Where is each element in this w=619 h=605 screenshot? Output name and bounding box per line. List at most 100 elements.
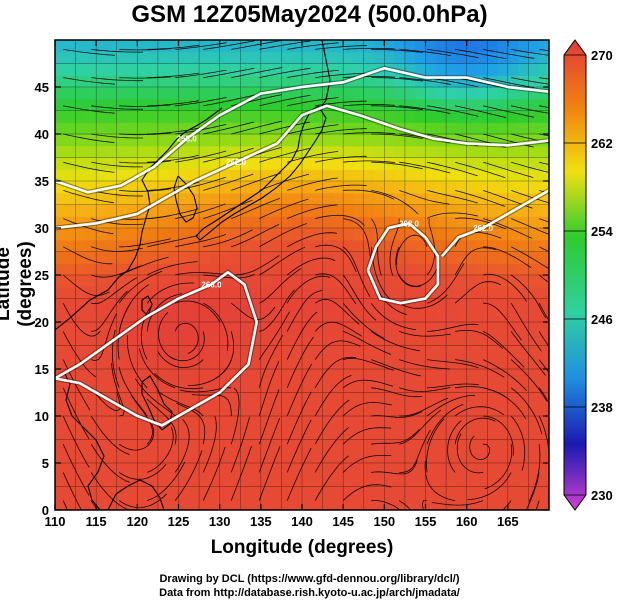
heat-cell: [374, 486, 385, 499]
heat-cell: [65, 498, 77, 510]
heat-cell: [415, 40, 427, 53]
heat-cell: [353, 239, 365, 253]
heat-cell: [75, 145, 87, 159]
heat-cell: [363, 333, 375, 347]
heat-cell: [446, 345, 457, 358]
heat-cell: [106, 51, 118, 65]
heat-cell: [374, 463, 385, 476]
streamline: [399, 77, 451, 85]
heat-cell: [147, 169, 159, 182]
heat-cell: [507, 63, 519, 76]
streamline: [426, 404, 464, 445]
heat-cell: [435, 333, 447, 347]
streamline: [259, 246, 306, 276]
heat-cell: [96, 98, 108, 112]
heat-cell: [528, 251, 540, 264]
streamline: [399, 294, 448, 309]
heat-cell: [260, 380, 272, 394]
heat-cell: [466, 87, 478, 100]
y-axis-label: Latitude (degrees): [0, 241, 36, 327]
heat-cell: [106, 157, 118, 170]
heat-cell: [219, 251, 231, 264]
heat-cell: [538, 392, 549, 405]
streamline: [538, 246, 549, 252]
heat-cell: [229, 239, 241, 253]
heat-cell: [116, 463, 128, 476]
y-tick-label: 0: [42, 503, 49, 518]
heat-cell: [322, 145, 334, 159]
heat-cell: [476, 263, 488, 276]
heat-cell: [96, 75, 108, 88]
heat-cell: [147, 98, 159, 112]
heat-cell: [476, 275, 488, 288]
heat-cell: [353, 181, 365, 194]
heat-cell: [75, 404, 87, 417]
heat-cell: [507, 75, 519, 88]
heat-cell: [518, 145, 530, 159]
streamline: [287, 42, 339, 50]
heat-cell: [425, 298, 437, 311]
heat-cell: [415, 169, 427, 182]
streamline: [91, 77, 143, 82]
streamline: [427, 49, 479, 59]
heat-cell: [332, 392, 344, 405]
heat-cell: [363, 369, 375, 382]
heat-cell: [85, 427, 97, 441]
heat-cell: [487, 416, 499, 429]
heat-cell: [96, 251, 108, 264]
heat-cell: [312, 498, 324, 510]
heat-cell: [415, 439, 427, 452]
streamline: [342, 246, 371, 297]
heat-cell: [343, 474, 355, 488]
heat-cell: [199, 239, 210, 253]
heat-cell: [229, 427, 241, 441]
heat-cell: [363, 439, 375, 452]
heat-cell: [487, 345, 499, 358]
heat-cell: [374, 204, 385, 217]
heat-cell: [446, 310, 457, 323]
heat-cell: [250, 239, 262, 253]
streamline: [156, 390, 204, 417]
heat-cell: [446, 333, 457, 347]
heat-cell: [312, 357, 324, 370]
heat-cell: [55, 216, 66, 229]
heat-cell: [363, 427, 375, 441]
heat-cell: [65, 204, 77, 217]
heat-cell: [374, 157, 385, 170]
heat-cell: [425, 98, 437, 112]
heat-cell: [425, 251, 437, 264]
heat-cell: [476, 181, 488, 194]
heat-cell: [168, 192, 180, 206]
streamline: [91, 313, 117, 362]
heat-cell: [415, 263, 427, 276]
heat-cell: [281, 392, 293, 405]
heat-cell: [260, 122, 272, 135]
heat-cell: [55, 404, 66, 417]
streamline: [259, 173, 310, 191]
heat-cell: [487, 134, 499, 147]
heat-cell: [199, 192, 210, 206]
streamline: [146, 398, 177, 445]
heat-cell: [157, 157, 169, 170]
heat-cell: [487, 404, 499, 417]
heat-cell: [343, 486, 355, 499]
y-tick-label: 40: [35, 127, 49, 142]
heat-cell: [374, 228, 385, 241]
heat-cell: [538, 498, 549, 510]
heat-cell: [363, 275, 375, 288]
heat-cell: [446, 228, 457, 241]
heat-cell: [137, 463, 149, 476]
heat-cell: [240, 192, 252, 206]
heat-cell: [435, 169, 447, 182]
heat-cell: [65, 286, 77, 300]
heat-cell: [404, 145, 416, 159]
heat-cell: [404, 345, 416, 358]
heat-cell: [281, 298, 293, 311]
heat-cell: [229, 322, 241, 335]
heat-cell: [85, 169, 97, 182]
heat-cell: [425, 322, 437, 335]
heat-cell: [106, 322, 118, 335]
heat-cell: [260, 134, 272, 147]
heat-cell: [168, 251, 180, 264]
colorbar-tick-label: 238: [591, 400, 613, 415]
